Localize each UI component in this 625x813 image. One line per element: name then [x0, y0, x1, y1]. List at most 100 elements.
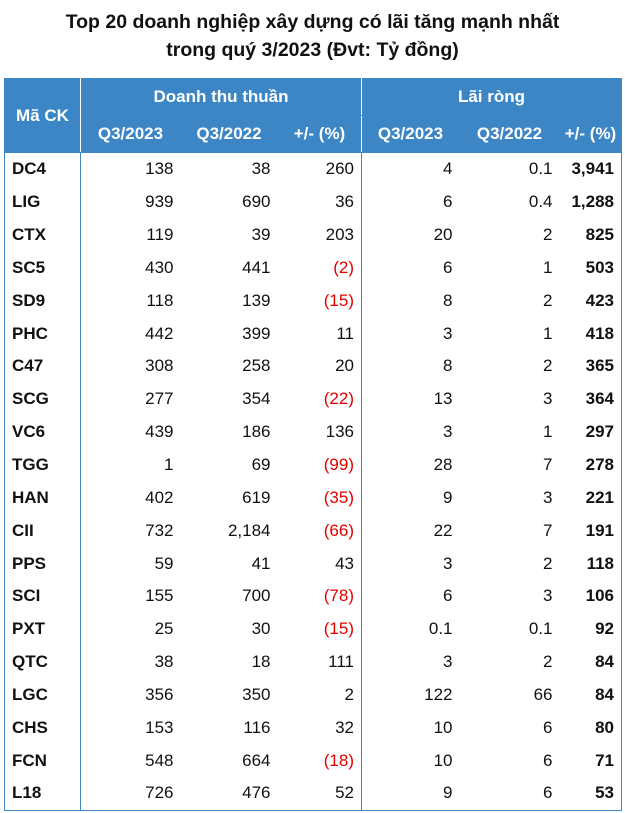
cell-revenue-change: 2 — [277, 678, 362, 712]
cell-revenue-q3-2022: 350 — [242, 684, 271, 704]
cell-revenue-change: (15) — [277, 612, 362, 646]
table-row: PXT 25 30 (15) 0.1 0.1 92 — [4, 612, 622, 646]
table-row: TGG 1 69 (99) 28 7 278 — [4, 448, 622, 482]
cell-code: PHC — [4, 317, 81, 351]
table-row: LGC 356 350 2 122 66 84 — [4, 678, 622, 712]
cell-profit-q3-2023: 122 — [424, 684, 453, 704]
cell-profit-change: 80 — [559, 711, 622, 745]
cell-code: SD9 — [4, 284, 81, 318]
cell-revenue-change: (78) — [277, 579, 362, 613]
cell-code: LIG — [4, 185, 81, 219]
cell-revenue-q3-2023: 59 — [154, 553, 174, 573]
cell-revenue-q3-2022: 441 — [242, 257, 271, 277]
cell-revenue-q3-2023: 442 — [145, 323, 174, 343]
table-row: CII 732 2,184 (66) 22 7 191 — [4, 514, 622, 548]
header-prof-q3-2023: Q3/2023 — [361, 115, 460, 153]
header-rev-q3-2023: Q3/2023 — [80, 115, 181, 153]
cell-revenue-q3-2022: 476 — [180, 777, 278, 811]
cell-profit-change: 278 — [559, 448, 622, 482]
cell-profit-q3-2023: 6 — [443, 586, 453, 606]
cell-revenue-q3-2023: 439 — [145, 422, 174, 442]
cell-profit-q3-2022: 6 — [543, 750, 553, 770]
cell-profit-change: 92 — [559, 612, 622, 646]
cell-revenue-q3-2023: 1 — [164, 455, 174, 475]
cell-profit-change: 364 — [559, 382, 622, 416]
cell-revenue-q3-2022: 116 — [243, 717, 271, 737]
cell-revenue-q3-2023: 548 — [145, 750, 174, 770]
cell-revenue-q3-2023: 118 — [146, 290, 174, 310]
table-row: CHS 153 116 32 10 6 80 — [4, 711, 622, 745]
cell-revenue-q3-2022: 354 — [242, 389, 271, 409]
header-group-revenue: Doanh thu thuần — [80, 78, 362, 116]
cell-profit-q3-2022: 0.4 — [528, 192, 553, 212]
cell-revenue-change: (66) — [277, 514, 362, 548]
cell-profit-q3-2022: 2 — [543, 356, 553, 376]
cell-code: PXT — [4, 612, 81, 646]
table-row: SCI 155 700 (78) 6 3 106 — [4, 579, 622, 613]
cell-code: VC6 — [4, 415, 81, 449]
cell-profit-q3-2022: 0.1 — [528, 619, 553, 639]
cell-profit-q3-2023: 22 — [433, 520, 453, 540]
cell-profit-q3-2023: 10 — [433, 750, 453, 770]
table-row: SCG 277 354 (22) 13 3 364 — [4, 382, 622, 416]
cell-revenue-q3-2023: 732 — [145, 520, 174, 540]
cell-profit-change: 365 — [559, 350, 622, 383]
cell-profit-q3-2023: 8 — [443, 356, 453, 376]
table-row: L18 726 476 52 9 6 53 — [4, 777, 622, 811]
cell-profit-q3-2023: 6 — [443, 257, 453, 277]
cell-revenue-q3-2023: 38 — [154, 652, 174, 672]
cell-code: SCI — [4, 579, 81, 613]
cell-revenue-q3-2022: 18 — [251, 652, 271, 672]
cell-revenue-q3-2022: 39 — [251, 225, 271, 245]
cell-code: C47 — [4, 350, 81, 383]
cell-profit-q3-2022: 3 — [543, 487, 553, 507]
cell-profit-change: 418 — [559, 317, 622, 351]
header-rev-q3-2022: Q3/2022 — [180, 115, 278, 153]
cell-revenue-q3-2022: 690 — [242, 192, 271, 212]
cell-profit-q3-2023: 10 — [433, 717, 453, 737]
cell-revenue-change: (18) — [277, 744, 362, 778]
cell-revenue-q3-2022: 41 — [251, 553, 271, 573]
cell-revenue-q3-2022: 2,184 — [227, 520, 271, 540]
cell-profit-change: 3,941 — [559, 152, 622, 186]
cell-profit-change: 84 — [559, 645, 622, 679]
cell-revenue-q3-2022: 38 — [251, 159, 271, 179]
cell-profit-change: 191 — [559, 514, 622, 548]
cell-profit-q3-2023: 9 — [443, 487, 453, 507]
cell-profit-change: 53 — [559, 777, 622, 811]
cell-code: CTX — [4, 218, 81, 252]
cell-revenue-q3-2022: 700 — [242, 586, 271, 606]
cell-revenue-change: (22) — [277, 382, 362, 416]
table-row: VC6 439 186 136 3 1 297 — [4, 415, 622, 449]
cell-revenue-q3-2023: 402 — [145, 487, 174, 507]
cell-revenue-q3-2023: 153 — [145, 717, 174, 737]
cell-profit-q3-2023: 9 — [361, 777, 460, 811]
cell-revenue-q3-2023: 277 — [145, 389, 174, 409]
cell-profit-q3-2023: 4 — [443, 159, 453, 179]
title-line-2: trong quý 3/2023 (Đvt: Tỷ đồng) — [166, 39, 459, 61]
cell-profit-q3-2022: 2 — [543, 225, 553, 245]
cell-profit-q3-2022: 7 — [543, 455, 553, 475]
cell-profit-q3-2023: 28 — [433, 455, 453, 475]
header-group-profit: Lãi ròng — [361, 78, 622, 116]
cell-revenue-q3-2023: 119 — [146, 225, 174, 245]
cell-revenue-change: 260 — [277, 152, 362, 186]
header-ma-ck: Mã CK — [4, 78, 81, 153]
cell-revenue-q3-2023: 430 — [145, 257, 174, 277]
cell-code: DC4 — [4, 152, 81, 186]
cell-revenue-change: 32 — [277, 711, 362, 745]
cell-profit-change: 221 — [559, 481, 622, 515]
table-row: HAN 402 619 (35) 9 3 221 — [4, 481, 622, 515]
cell-profit-q3-2022: 0.1 — [528, 159, 553, 179]
table-row: PHC 442 399 11 3 1 418 — [4, 317, 622, 351]
cell-code: HAN — [4, 481, 81, 515]
cell-code: LGC — [4, 678, 81, 712]
cell-revenue-change: (35) — [277, 481, 362, 515]
cell-profit-q3-2022: 2 — [543, 652, 553, 672]
cell-profit-q3-2023: 8 — [443, 290, 453, 310]
cell-profit-q3-2022: 1 — [543, 323, 553, 343]
cell-profit-change: 71 — [559, 744, 622, 778]
cell-revenue-q3-2022: 399 — [242, 323, 271, 343]
table-row: FCN 548 664 (18) 10 6 71 — [4, 744, 622, 778]
cell-profit-q3-2023: 3 — [443, 422, 453, 442]
